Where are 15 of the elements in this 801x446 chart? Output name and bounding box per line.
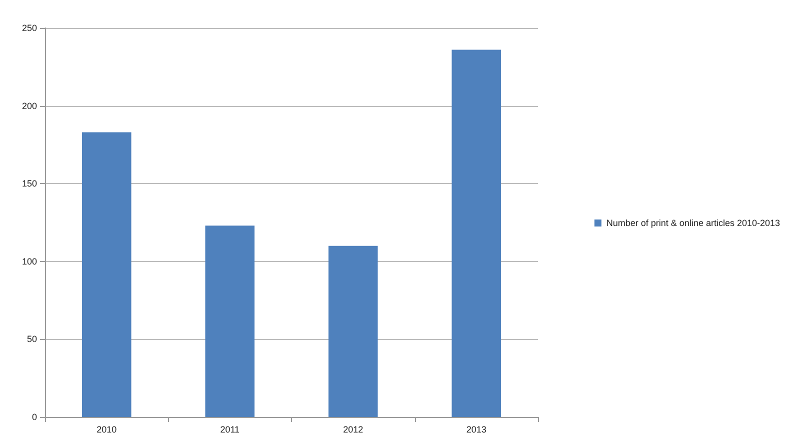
- bar: [82, 132, 132, 417]
- y-tick-label: 150: [22, 178, 37, 189]
- y-tick-label: 0: [32, 412, 37, 422]
- y-tick-label: 250: [22, 23, 37, 33]
- bar: [205, 226, 255, 417]
- x-tick-label: 2013: [466, 424, 486, 434]
- x-tick-label: 2010: [96, 424, 117, 434]
- x-tick-label: 2012: [343, 424, 364, 434]
- legend-label: Number of print & online articles 2010-2013: [606, 218, 780, 228]
- y-tick-label: 50: [26, 334, 37, 344]
- y-tick-label: 200: [22, 100, 37, 111]
- bar: [452, 50, 502, 417]
- x-tick-label: 2011: [220, 424, 240, 434]
- bar: [328, 246, 378, 417]
- y-tick-label: 100: [22, 256, 37, 266]
